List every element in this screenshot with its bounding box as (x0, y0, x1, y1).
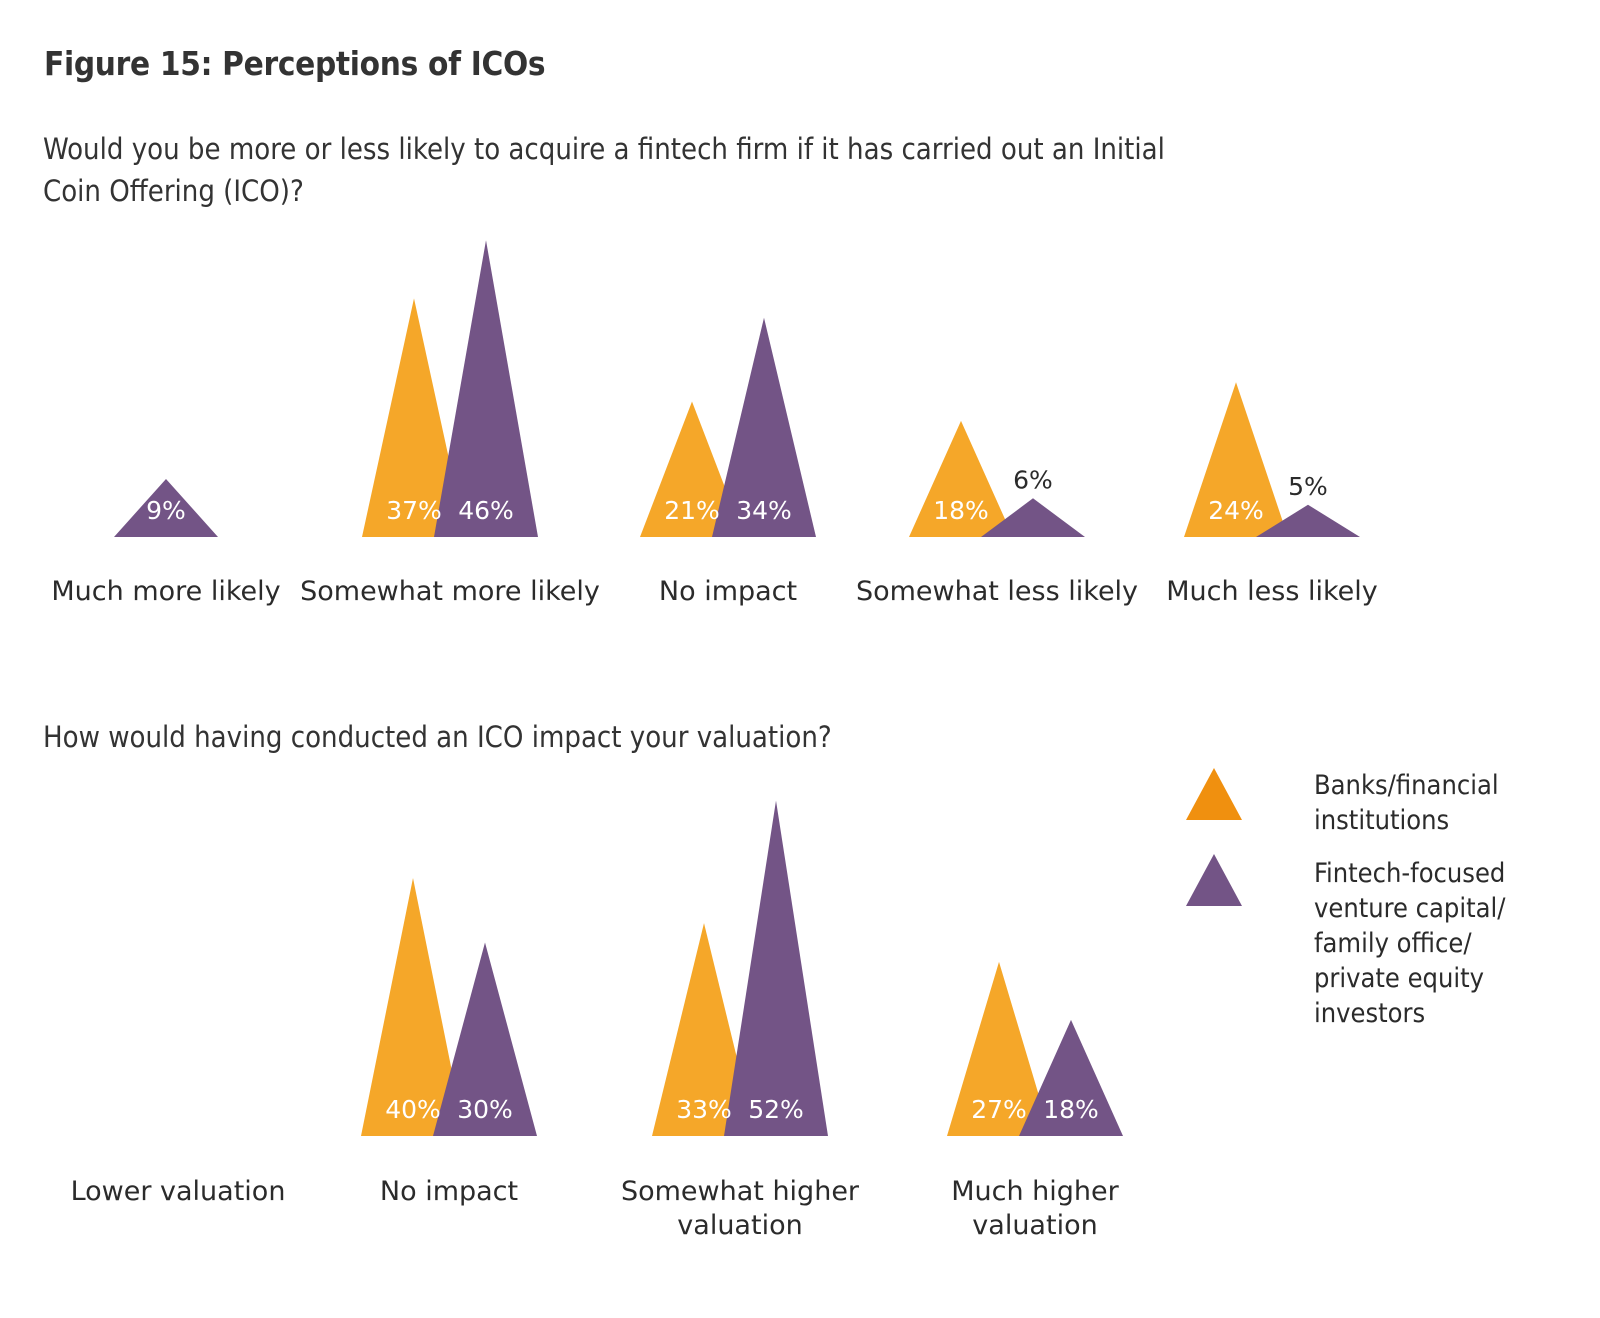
category-label-c1-0: Much more likely (51, 576, 280, 607)
value-label-fintech-2: 52% (748, 1095, 804, 1124)
legend-label-fintech: Fintech-focused venture capital/ family … (1314, 858, 1506, 1029)
triangle-fintech-4 (1256, 504, 1360, 537)
legend-triangle-icon-banks (1186, 768, 1242, 820)
category-label-c1-2: No impact (659, 576, 797, 607)
value-label-fintech-0: 9% (146, 496, 186, 525)
category-label-c2-3: Much higher valuation (951, 1176, 1119, 1241)
triangle-banks-3 (947, 961, 1051, 1136)
triangle-banks-2 (652, 923, 756, 1136)
triangle-fintech-2 (724, 800, 828, 1136)
category-label-c1-4: Much less likely (1166, 576, 1378, 607)
triangle-fintech-2 (712, 317, 816, 537)
category-label-c2-2: Somewhat higher valuation (621, 1176, 860, 1241)
value-label-fintech-2: 34% (736, 496, 792, 525)
triangle-fintech-1 (434, 240, 538, 538)
value-label-fintech-1: 30% (457, 1095, 513, 1124)
value-label-banks-3: 27% (971, 1095, 1027, 1124)
value-label-fintech-4: 5% (1288, 472, 1328, 501)
legend-label-banks: Banks/financial institutions (1314, 770, 1499, 836)
value-label-banks-1: 40% (385, 1095, 441, 1124)
legend-item-fintech: Fintech-focused venture capital/ family … (1186, 854, 1584, 1031)
triangle-banks-4 (1184, 382, 1288, 537)
category-label-c2-1: No impact (380, 1176, 518, 1207)
triangle-fintech-3 (1019, 1019, 1123, 1136)
value-label-banks-2: 21% (664, 496, 720, 525)
category-label-c1-3: Somewhat less likely (856, 576, 1138, 607)
category-label-c2-0: Lower valuation (71, 1176, 286, 1207)
triangle-banks-3 (909, 420, 1013, 537)
triangle-fintech-3 (981, 498, 1085, 537)
value-label-fintech-3: 18% (1043, 1095, 1099, 1124)
legend: Banks/financial institutions Fintech-foc… (1186, 768, 1584, 1049)
value-label-banks-4: 24% (1208, 496, 1264, 525)
triangle-banks-2 (640, 401, 744, 537)
triangle-fintech-0 (114, 478, 218, 537)
triangle-fintech-1 (433, 942, 537, 1136)
figure-title: Figure 15: Perceptions of ICOs (44, 44, 546, 83)
value-label-banks-2: 33% (676, 1095, 732, 1124)
triangle-banks-1 (362, 298, 466, 537)
legend-triangle-icon-fintech (1186, 854, 1242, 906)
legend-item-banks: Banks/financial institutions (1186, 768, 1584, 838)
value-label-fintech-3: 6% (1013, 465, 1053, 494)
chart-1-question: Would you be more or less likely to acqu… (43, 132, 1165, 208)
chart-2-question: How would having conducted an ICO impact… (43, 720, 832, 754)
value-label-banks-3: 18% (933, 496, 989, 525)
triangle-banks-1 (361, 878, 465, 1136)
value-label-fintech-1: 46% (458, 496, 514, 525)
category-label-c1-1: Somewhat more likely (300, 576, 600, 607)
value-label-banks-1: 37% (386, 496, 442, 525)
